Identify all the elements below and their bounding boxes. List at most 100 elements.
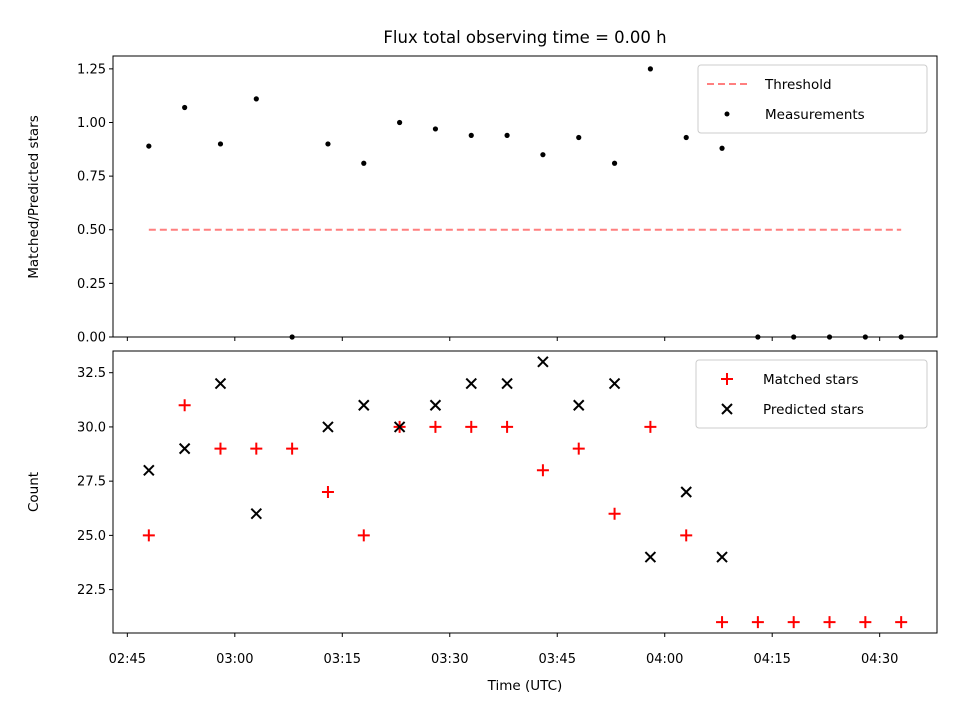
predicted-stars-point [214,377,227,390]
panel-top-series [146,66,904,340]
measurements-point [146,143,152,149]
panel-top-x-ticks [126,337,881,341]
predicted-stars-point [537,356,549,368]
top-y-tick-label: 0.50 [77,223,106,238]
matched-stars-point [286,442,299,455]
bottom-x-tick-label: 03:45 [539,652,576,667]
predicted-stars-point [322,421,334,433]
matched-stars-point [465,420,478,433]
predicted-stars-point [680,486,692,498]
measurements-point [576,134,582,141]
legend-top-box [697,64,928,134]
matched-stars-point [357,529,370,542]
measurements-point [217,141,224,147]
measurements-point [719,145,725,151]
panel-top-y-label: Matched/Predicted stars [26,115,42,278]
measurements-point [325,141,331,147]
measurements-point [862,334,868,340]
measurements-point [397,119,403,126]
measurements-point [504,132,510,138]
measurements-point [898,334,904,340]
panel-bottom-frame [112,350,938,634]
predicted-stars-point [608,377,621,390]
bottom-x-tick-label: 03:00 [216,652,253,667]
bottom-y-tick-label: 30.0 [77,420,106,435]
measurements-point [611,160,618,166]
measurements-point [468,132,474,138]
matched-stars-point [751,616,764,629]
measurements-point [683,134,689,141]
predicted-stars-point [573,399,585,411]
panel-top-frame [112,55,938,338]
matched-stars-point [716,616,729,629]
measurements-point [826,334,833,340]
legend-measurements-label: Measurements [765,107,865,123]
top-y-tick-label: 0.25 [77,277,106,292]
measurements-point [540,152,546,158]
top-y-tick-label: 1.25 [77,62,106,77]
measurements-point [253,96,259,102]
matched-stars-point [572,442,585,455]
matched-stars-point [823,616,836,629]
panel-bottom-series [142,356,908,629]
matched-stars-point [680,529,693,542]
legend-measurements-marker [724,111,730,117]
panel-bottom-y-ticks: 22.5 25.0 27.5 30.0 32.5 [77,366,113,598]
bottom-x-tick-label: 04:30 [861,652,898,667]
panel-bottom-x-ticks: 02:45 03:00 03:15 03:30 03:45 04:00 04:15 04:30 [109,633,898,667]
measurements-point [289,334,295,340]
predicted-stars-point [429,399,442,411]
bottom-x-tick-label: 03:15 [324,652,361,667]
panel-bottom-legend: Matched stars Predicted stars [695,359,928,429]
legend-predicted-label: Predicted stars [763,402,864,418]
panel-top-y-ticks: 0.00 0.25 0.50 0.75 1.00 1.25 [77,62,113,346]
legend-matched-label: Matched stars [763,372,859,388]
measurements-point [791,334,797,340]
predicted-stars-point [250,507,263,520]
legend-threshold-label: Threshold [764,77,832,93]
measurements-point [755,334,761,340]
legend-predicted-marker [721,403,733,415]
panel-bottom: 22.5 25.0 27.5 30.0 32.5 02:45 03:00 03:15 03:3… [26,350,938,667]
predicted-stars-point [358,399,370,411]
bottom-y-tick-label: 32.5 [77,366,106,381]
top-y-tick-label: 1.00 [77,116,106,131]
matched-stars-point [178,399,191,412]
matched-stars-point [429,420,442,433]
matched-stars-point [501,420,514,433]
predicted-stars-point [501,377,513,390]
predicted-stars-point [644,551,657,563]
matched-stars-point [250,442,263,455]
panel-bottom-y-label: Count [26,472,42,512]
top-y-tick-label: 0.00 [77,331,106,346]
predicted-stars-point [143,464,155,477]
matched-stars-point [142,529,155,542]
top-y-tick-label: 0.75 [77,170,106,185]
measurements-point [432,126,439,132]
measurements-point [647,66,653,72]
chart-title: Flux total observing time = 0.00 h [383,28,666,47]
matched-stars-point [214,442,227,455]
bottom-y-tick-label: 27.5 [77,475,106,490]
legend-matched-marker [721,373,733,385]
bottom-y-tick-label: 22.5 [77,583,106,598]
bottom-x-tick-label: 03:30 [431,652,468,667]
bottom-x-tick-label: 04:00 [646,652,683,667]
matched-stars-point [536,464,549,477]
bottom-y-tick-label: 25.0 [77,529,106,544]
predicted-stars-point [178,442,191,455]
matched-stars-point [859,616,872,629]
bottom-x-tick-label: 02:45 [109,652,146,667]
predicted-stars-point [465,377,477,390]
matched-stars-point [608,507,621,520]
panel-top: 0.00 0.25 0.50 0.75 1.00 1.25 Matched/Predict… [26,55,938,346]
matched-stars-point [895,616,908,629]
predicted-stars-point [716,551,728,563]
predicted-stars-point [393,421,406,433]
x-axis-label: Time (UTC) [487,678,563,694]
measurements-point [182,104,188,111]
measurements-point [361,160,367,166]
matched-stars-point [787,616,800,629]
legend-bottom-box [695,359,928,429]
